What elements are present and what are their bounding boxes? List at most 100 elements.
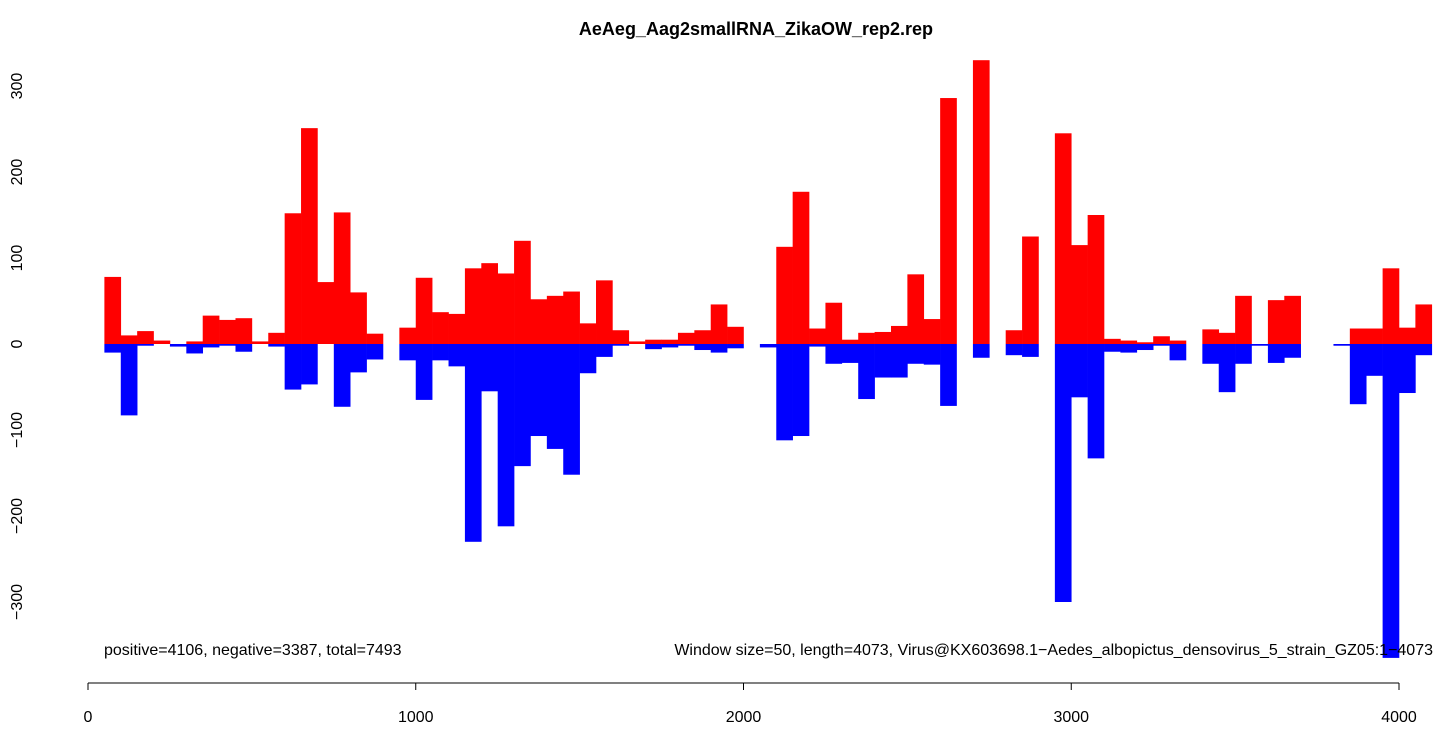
bar [1022, 344, 1039, 357]
bar [1071, 344, 1088, 398]
bar [694, 330, 712, 344]
bar [1120, 340, 1138, 344]
bar [792, 344, 810, 437]
bar [858, 332, 875, 344]
bar [809, 328, 826, 344]
y-tick-label: −100 [9, 412, 26, 448]
bar [546, 344, 564, 449]
bar [366, 333, 384, 344]
bar [1169, 344, 1187, 361]
bar [940, 98, 957, 344]
bar [546, 295, 564, 344]
bar [596, 280, 613, 344]
bar [1054, 344, 1072, 602]
bar [972, 344, 990, 358]
bar [759, 344, 777, 348]
bar [415, 344, 433, 400]
bar [1136, 342, 1154, 344]
y-tick-label: 100 [9, 245, 26, 272]
bar [874, 344, 892, 378]
bar [448, 313, 466, 344]
bar [1218, 344, 1236, 393]
bar [1349, 328, 1367, 344]
bar [137, 344, 154, 346]
bar [104, 344, 122, 353]
bar [923, 344, 941, 365]
bar [301, 128, 318, 344]
bar [268, 332, 285, 344]
bar [1071, 245, 1088, 344]
bar [399, 327, 417, 344]
bar [448, 344, 466, 367]
bar [890, 344, 908, 378]
bar [1120, 344, 1138, 353]
bar [350, 292, 367, 344]
bar [645, 344, 662, 350]
bar [1366, 344, 1383, 376]
bar [579, 323, 597, 344]
bar [776, 246, 793, 344]
bar [333, 344, 351, 407]
bar [1251, 344, 1269, 346]
bar [579, 344, 597, 374]
bar [530, 299, 548, 344]
bar [284, 344, 302, 390]
bar [1005, 330, 1023, 344]
bar [251, 341, 269, 344]
bar [301, 344, 318, 385]
bar [1218, 332, 1236, 344]
bar [317, 282, 335, 344]
bar [464, 344, 482, 542]
x-tick-label: 1000 [398, 709, 434, 726]
bar [497, 344, 515, 527]
bar [1382, 268, 1400, 344]
bar [1235, 344, 1252, 364]
bar [1005, 344, 1023, 356]
bar [1153, 336, 1170, 344]
annotation: Window size=50, length=4073, Virus@KX603… [674, 642, 1433, 659]
bar [907, 344, 925, 364]
bar [432, 312, 449, 344]
bar [350, 344, 367, 373]
bar [235, 318, 253, 344]
bar [1284, 295, 1301, 344]
bar [186, 344, 204, 354]
bar [694, 344, 712, 351]
bar [169, 344, 187, 347]
bar [415, 277, 433, 344]
bar [1399, 344, 1416, 394]
bar [612, 330, 630, 344]
bar [710, 344, 728, 353]
bar [399, 344, 417, 361]
bar [645, 339, 662, 344]
y-tick-label: −200 [9, 498, 26, 534]
bar [677, 344, 695, 346]
bar [481, 344, 498, 392]
bar [677, 332, 695, 344]
bar [153, 340, 171, 344]
bar [1349, 344, 1367, 405]
bar [661, 344, 679, 348]
bar [514, 240, 531, 344]
bar [940, 344, 957, 406]
x-tick-label: 0 [84, 709, 93, 726]
bar [432, 344, 449, 361]
bar [1104, 344, 1121, 352]
bar [120, 344, 138, 416]
bar [366, 344, 384, 360]
bar [284, 213, 302, 344]
bar [890, 325, 908, 344]
bar [923, 319, 941, 344]
y-tick-label: −300 [9, 584, 26, 620]
bar [1415, 304, 1433, 344]
bar [202, 344, 220, 348]
bar [1366, 328, 1383, 344]
bar [1136, 344, 1154, 351]
bar [727, 344, 744, 349]
x-tick-label: 3000 [1053, 709, 1089, 726]
bar [1202, 344, 1220, 364]
y-tick-label: 300 [9, 73, 26, 100]
bar [481, 263, 498, 344]
bar [1267, 344, 1285, 363]
bar [858, 344, 875, 400]
